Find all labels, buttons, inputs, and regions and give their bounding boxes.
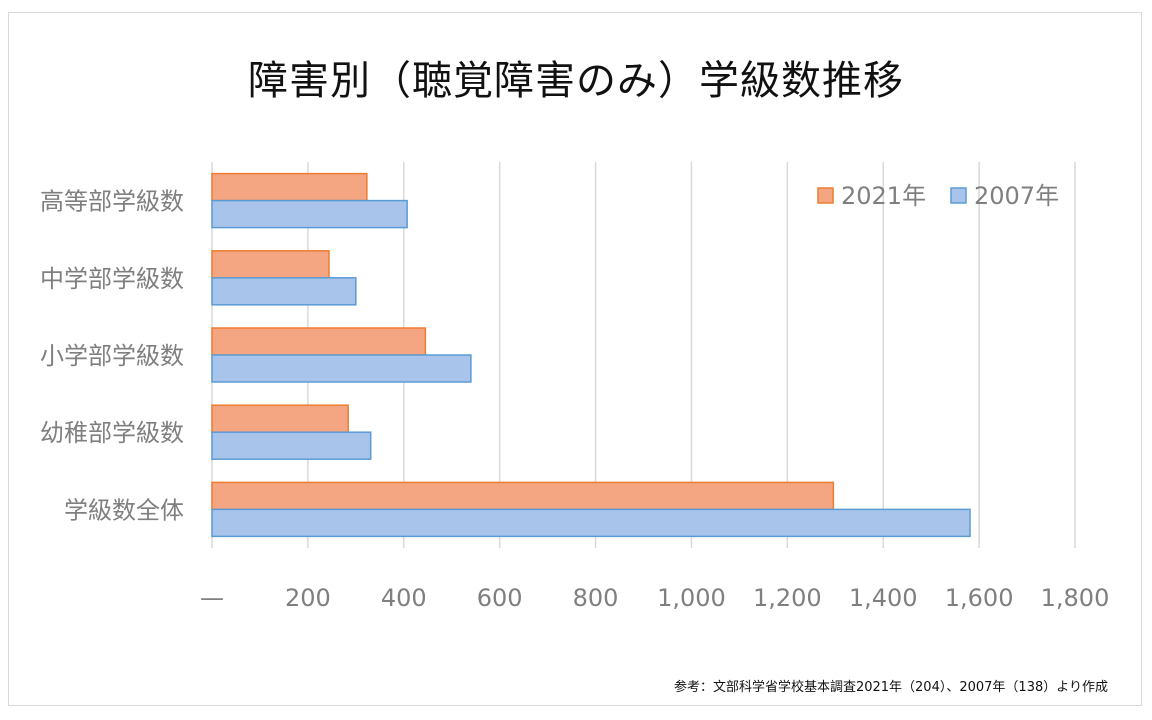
x-tick-label: 600 — [477, 584, 523, 612]
bar-series-1 — [211, 404, 349, 433]
legend-label: 2021年 — [841, 182, 926, 210]
bar-series-2 — [211, 431, 372, 460]
category-label: 高等部学級数 — [40, 188, 184, 216]
bar-series-2 — [211, 199, 408, 229]
legend: 2021年 2007年 — [817, 182, 1059, 210]
chart-frame — [8, 12, 1142, 706]
bar-series-2 — [211, 354, 472, 383]
category-label: 学級数全体 — [64, 496, 184, 524]
x-tick-label: 1,400 — [849, 584, 918, 612]
x-tick-label: 200 — [285, 584, 331, 612]
bar-series-2 — [211, 277, 357, 306]
x-tick-label: 1,800 — [1041, 584, 1110, 612]
bar-series-2 — [211, 508, 971, 538]
bar-series-1 — [211, 250, 330, 279]
legend-label: 2007年 — [974, 182, 1059, 210]
x-tick-label: 1,600 — [945, 584, 1014, 612]
x-tick-label: 1,000 — [657, 584, 726, 612]
x-tick-label: 1,200 — [753, 584, 822, 612]
bars — [211, 172, 971, 538]
x-tick-label: 400 — [381, 584, 427, 612]
category-label: 中学部学級数 — [40, 265, 184, 293]
chart-title: 障害別（聴覚障害のみ）学級数推移 — [248, 58, 904, 104]
bar-series-1 — [211, 327, 427, 356]
x-tick-label: 800 — [573, 584, 619, 612]
legend-swatch — [950, 187, 967, 204]
category-label: 幼稚部学級数 — [40, 419, 184, 447]
x-tick-labels: — 200 400 600 800 1,000 1,200 1,400 1,600 1,800 — [200, 584, 1109, 612]
bar-series-1 — [211, 172, 368, 202]
legend-swatch — [817, 187, 834, 204]
source-note: 参考：文部科学省学校基本調査2021年（204）、2007年（138）より作成 — [673, 680, 1108, 695]
x-tick-label: — — [200, 584, 224, 612]
bar-series-1 — [211, 481, 835, 511]
category-label: 小学部学級数 — [40, 342, 184, 370]
